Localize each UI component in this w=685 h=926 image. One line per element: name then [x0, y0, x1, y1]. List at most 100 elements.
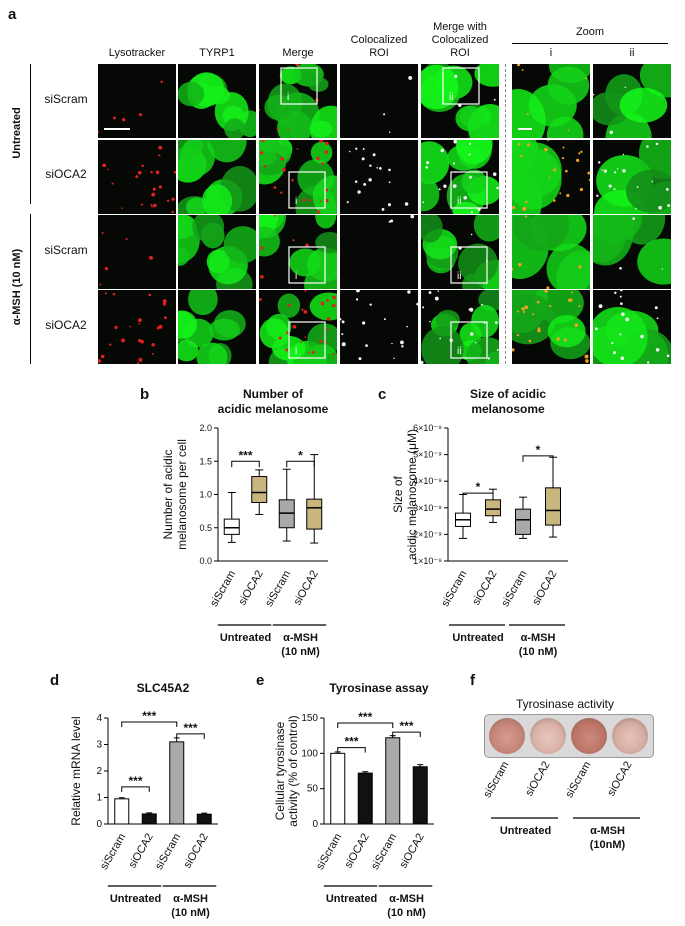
cell-blob [593, 306, 648, 364]
micrograph-r2-c3: i [259, 140, 337, 214]
white-dot [494, 321, 498, 324]
red-dot [137, 318, 142, 323]
well-2 [530, 718, 566, 754]
micrograph-svg: i [259, 290, 337, 364]
y-tick-label: 100 [301, 748, 318, 759]
group-label-msh: α-MSH [590, 825, 625, 837]
panel-label-a: a [8, 6, 17, 23]
white-dot [438, 188, 441, 191]
red-dot [567, 298, 571, 302]
cell-blob [178, 310, 198, 339]
red-dot [158, 185, 163, 189]
micrograph-svg: ii [421, 64, 499, 138]
chart-title: Size of acidic [470, 387, 546, 401]
red-dot [292, 239, 295, 242]
red-dot [584, 354, 589, 359]
sig-bracket [121, 721, 178, 727]
micrograph-svg [346, 147, 409, 211]
red-dot [163, 316, 167, 320]
micrograph-svg: i [259, 64, 337, 138]
red-dot [102, 163, 107, 168]
white-dot [388, 181, 391, 184]
sig-label: *** [238, 448, 252, 462]
panel-label-f: f [470, 672, 475, 689]
red-dot [276, 128, 279, 131]
bar-3 [169, 741, 185, 825]
white-dot [622, 153, 625, 156]
white-dot [439, 337, 441, 340]
white-dot [477, 207, 481, 211]
micrograph-svg [593, 64, 671, 138]
sig-label: *** [399, 719, 413, 733]
red-dot [273, 215, 276, 217]
micrograph-svg [593, 215, 671, 285]
red-dot [304, 336, 307, 338]
red-dot [332, 303, 336, 308]
white-dot [355, 290, 360, 293]
white-dot [428, 291, 432, 294]
cell-blob [461, 169, 487, 195]
red-dot [325, 188, 329, 192]
red-dot [517, 64, 521, 67]
red-dot [319, 140, 324, 143]
white-dot [487, 357, 490, 360]
micrograph-r4-c7 [593, 290, 671, 364]
roi-label: i [295, 346, 297, 357]
white-dot [656, 317, 659, 320]
y-axis-label: Number of acidic [161, 449, 175, 539]
cell-blob [208, 318, 240, 341]
white-dot [365, 344, 368, 347]
scale-bar [104, 128, 130, 130]
white-dot [434, 296, 439, 301]
cell-blob [512, 215, 570, 251]
red-dot [522, 206, 527, 211]
white-dot [393, 357, 395, 360]
cell-blob [178, 81, 205, 107]
cell-blob [192, 215, 225, 242]
roi-label: i [295, 271, 297, 282]
micrograph-svg [98, 80, 163, 134]
sig-label: *** [344, 735, 358, 749]
micrograph-svg [512, 215, 590, 289]
red-dot [324, 150, 329, 154]
white-dot [355, 147, 358, 150]
chart-e: Tyrosinase assay 0 50 100 150 Cellular tyrosi… [256, 672, 436, 926]
micrograph-svg [178, 140, 256, 214]
chart-e-svg: Tyrosinase assay 0 50 100 150 Cellular tyrosi… [273, 681, 434, 919]
white-dot [454, 74, 458, 78]
white-dot [619, 333, 622, 336]
red-dot [121, 207, 123, 209]
white-dot [388, 168, 391, 172]
roi-box [288, 246, 326, 284]
white-dot [468, 308, 471, 311]
tick-label-2: siOCA2 [343, 832, 372, 871]
white-dot [646, 361, 650, 364]
white-dot [640, 334, 644, 339]
red-dot [280, 156, 285, 161]
cell-blob [421, 64, 459, 110]
white-dot [349, 150, 351, 153]
white-dot [598, 304, 603, 309]
white-dot [387, 203, 391, 207]
white-dot [406, 325, 408, 328]
white-dot [468, 142, 472, 145]
y-axis-label: Size of [391, 475, 405, 512]
sig-label: * [298, 448, 303, 462]
red-dot [278, 336, 282, 340]
y-tick-label: 0 [312, 819, 318, 830]
red-dot [151, 343, 155, 347]
white-dot [357, 190, 361, 194]
box-1 [223, 518, 240, 535]
red-dot [291, 179, 294, 182]
micrograph-svg [98, 292, 167, 364]
red-dot [121, 338, 126, 343]
panel-label-c: c [378, 386, 387, 403]
scale-bar [518, 128, 532, 130]
red-dot [548, 176, 551, 179]
white-dot [425, 166, 428, 169]
white-dot [651, 180, 654, 183]
white-dot [620, 302, 623, 306]
red-dot [315, 156, 320, 161]
red-dot [259, 108, 261, 111]
